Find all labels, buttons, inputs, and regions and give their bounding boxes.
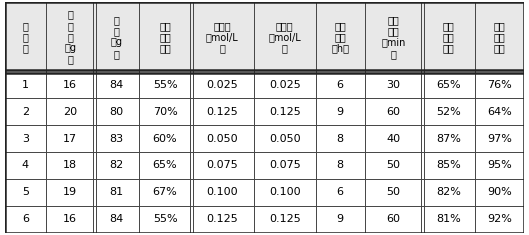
Text: 0.125: 0.125 bbox=[269, 214, 300, 224]
Text: 50: 50 bbox=[387, 187, 400, 197]
Text: 19: 19 bbox=[63, 187, 77, 197]
Text: 0.075: 0.075 bbox=[206, 161, 238, 170]
Text: 17: 17 bbox=[63, 133, 77, 144]
Text: 硝酸银
（mol/L
）: 硝酸银 （mol/L ） bbox=[206, 21, 239, 53]
Text: 95%: 95% bbox=[487, 161, 512, 170]
Text: 0.025: 0.025 bbox=[206, 80, 238, 90]
Text: 81: 81 bbox=[110, 187, 124, 197]
Text: 0.075: 0.075 bbox=[269, 161, 300, 170]
Text: 9: 9 bbox=[336, 107, 344, 117]
Text: 溶
剂
（g
）: 溶 剂 （g ） bbox=[111, 15, 123, 59]
Text: 0.050: 0.050 bbox=[206, 133, 238, 144]
Text: 60: 60 bbox=[387, 107, 400, 117]
Text: 52%: 52% bbox=[436, 107, 461, 117]
Text: 0.125: 0.125 bbox=[206, 107, 238, 117]
Bar bbox=[5, 2, 524, 71]
Text: 81%: 81% bbox=[436, 214, 461, 224]
Text: 60%: 60% bbox=[153, 133, 177, 144]
Text: 氯化银
（mol/L
）: 氯化银 （mol/L ） bbox=[268, 21, 301, 53]
Text: 实
施
例: 实 施 例 bbox=[23, 21, 29, 53]
Text: 0.125: 0.125 bbox=[206, 214, 238, 224]
Bar bbox=[5, 179, 524, 206]
Text: 5: 5 bbox=[22, 187, 29, 197]
Text: 55%: 55% bbox=[153, 80, 177, 90]
Bar bbox=[5, 71, 524, 98]
Text: 光照
时间
（min
）: 光照 时间 （min ） bbox=[381, 15, 406, 59]
Text: 可见
光降
解率: 可见 光降 解率 bbox=[494, 21, 505, 53]
Text: 82: 82 bbox=[110, 161, 124, 170]
Bar bbox=[5, 98, 524, 125]
Text: 8: 8 bbox=[336, 161, 344, 170]
Text: 0.100: 0.100 bbox=[269, 187, 300, 197]
Text: 83: 83 bbox=[110, 133, 124, 144]
Text: 87%: 87% bbox=[436, 133, 461, 144]
Text: 1: 1 bbox=[22, 80, 29, 90]
Text: 50: 50 bbox=[387, 161, 400, 170]
Text: 4: 4 bbox=[22, 161, 29, 170]
Text: 97%: 97% bbox=[487, 133, 512, 144]
Text: 65%: 65% bbox=[153, 161, 177, 170]
Text: 76%: 76% bbox=[487, 80, 512, 90]
Text: 30: 30 bbox=[387, 80, 400, 90]
Text: 84: 84 bbox=[110, 80, 124, 90]
Bar bbox=[5, 152, 524, 179]
Text: 8: 8 bbox=[336, 133, 344, 144]
Text: 18: 18 bbox=[63, 161, 77, 170]
Text: 16: 16 bbox=[63, 214, 77, 224]
Text: 2: 2 bbox=[22, 107, 29, 117]
Text: 9: 9 bbox=[336, 214, 344, 224]
Text: 40: 40 bbox=[387, 133, 401, 144]
Text: 65%: 65% bbox=[436, 80, 461, 90]
Text: 84: 84 bbox=[110, 214, 124, 224]
Text: 聚
氨
酯
（g
）: 聚 氨 酯 （g ） bbox=[64, 9, 76, 64]
Text: 90%: 90% bbox=[487, 187, 512, 197]
Text: 82%: 82% bbox=[436, 187, 461, 197]
Text: 80: 80 bbox=[110, 107, 124, 117]
Text: 吸附
时间
（h）: 吸附 时间 （h） bbox=[331, 21, 349, 53]
Text: 20: 20 bbox=[63, 107, 77, 117]
Text: 64%: 64% bbox=[487, 107, 512, 117]
Bar bbox=[5, 125, 524, 152]
Text: 紫外
光降
解率: 紫外 光降 解率 bbox=[443, 21, 455, 53]
Text: 丝素
粉固
含量: 丝素 粉固 含量 bbox=[159, 21, 171, 53]
Text: 6: 6 bbox=[337, 80, 344, 90]
Text: 0.125: 0.125 bbox=[269, 107, 300, 117]
Text: 70%: 70% bbox=[153, 107, 177, 117]
Text: 6: 6 bbox=[22, 214, 29, 224]
Text: 3: 3 bbox=[22, 133, 29, 144]
Text: 60: 60 bbox=[387, 214, 400, 224]
Bar bbox=[5, 206, 524, 233]
Text: 92%: 92% bbox=[487, 214, 512, 224]
Text: 0.100: 0.100 bbox=[206, 187, 238, 197]
Text: 67%: 67% bbox=[153, 187, 177, 197]
Text: 0.025: 0.025 bbox=[269, 80, 300, 90]
Text: 0.050: 0.050 bbox=[269, 133, 300, 144]
Text: 16: 16 bbox=[63, 80, 77, 90]
Text: 6: 6 bbox=[337, 187, 344, 197]
Text: 55%: 55% bbox=[153, 214, 177, 224]
Text: 85%: 85% bbox=[436, 161, 461, 170]
